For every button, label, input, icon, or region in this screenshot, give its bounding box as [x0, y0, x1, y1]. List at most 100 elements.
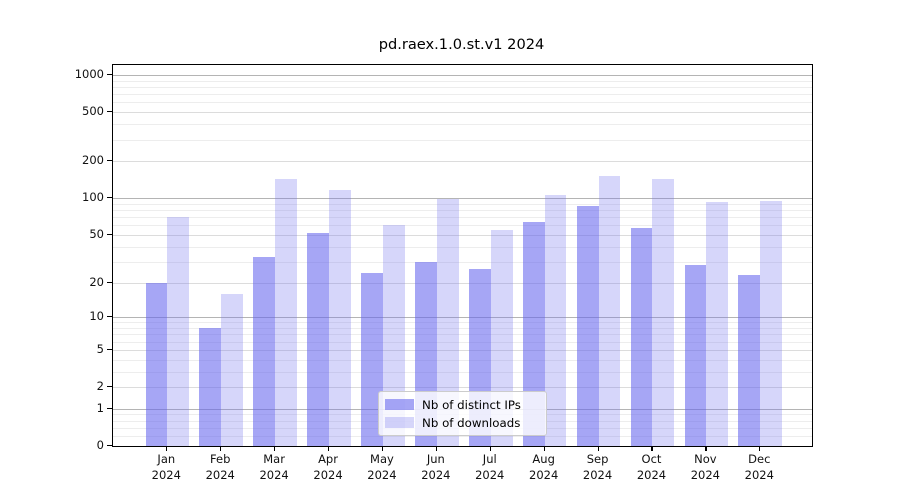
x-axis-tick-mark: [328, 446, 330, 451]
bar-distinct-ips-oct: [630, 227, 653, 446]
gridline-minor: [113, 334, 812, 336]
gridline-minor: [113, 210, 812, 212]
gridline-minor: [113, 261, 812, 263]
x-axis-month-label: Nov: [694, 452, 717, 466]
x-axis-year-label: 2024: [529, 468, 559, 482]
legend: Nb of distinct IPs Nb of downloads: [378, 391, 547, 436]
legend-label-distinct-ips: Nb of distinct IPs: [422, 397, 521, 412]
x-axis-tick-mark: [489, 446, 491, 451]
bar-downloads-sep: [598, 175, 621, 446]
bar-distinct-ips-dec: [738, 275, 761, 446]
y-axis-tick-label: 2: [96, 379, 104, 393]
gridline-minor: [113, 436, 812, 438]
y-axis-tick-mark: [107, 74, 112, 76]
x-axis-year-label: 2024: [690, 468, 721, 482]
x-axis-year-label: 2024: [582, 468, 613, 482]
y-axis-tick-mark: [107, 445, 112, 447]
bar-downloads-apr: [329, 190, 351, 446]
bar-distinct-ips-sep: [576, 205, 599, 446]
y-axis-tick-label: 20: [89, 274, 104, 289]
x-axis-year-label: 2024: [205, 468, 235, 482]
x-axis-month-label: Mar: [263, 452, 285, 466]
gridline-minor: [113, 124, 812, 126]
gridline-minor: [113, 371, 812, 373]
gridline-major-decade: [113, 75, 812, 76]
y-axis-tick-mark: [107, 316, 112, 318]
y-axis-tick-label: 500: [82, 104, 104, 119]
bar-downloads-mar: [275, 179, 297, 446]
legend-entry-distinct-ips: Nb of distinct IPs: [385, 397, 538, 412]
gridline-minor: [113, 341, 812, 343]
x-axis-year-label: 2024: [259, 468, 289, 482]
bar-downloads-jun: [436, 199, 459, 446]
x-axis-tick-mark: [166, 446, 168, 451]
gridline-minor: [113, 246, 812, 248]
gridline-major-decade: [113, 198, 812, 200]
y-axis-tick-label: 5: [96, 341, 104, 356]
bar-downloads-nov: [706, 202, 729, 446]
y-axis-tick-mark: [107, 160, 112, 162]
x-axis-tick-mark: [435, 446, 438, 451]
x-axis-tick-mark: [597, 446, 599, 451]
x-axis-year-label: 2024: [151, 468, 181, 482]
gridline-minor: [113, 203, 812, 205]
legend-entry-downloads: Nb of downloads: [385, 415, 538, 430]
legend-swatch-distinct-ips: [385, 399, 414, 410]
gridline-minor: [113, 359, 812, 361]
y-axis-tick-label: 50: [89, 226, 104, 241]
y-axis-tick-mark: [107, 407, 112, 409]
x-axis-month-label: Jun: [426, 452, 445, 466]
gridline-major: [113, 161, 812, 163]
x-axis-month-label: Oct: [641, 452, 662, 466]
x-axis-year-label: 2024: [636, 468, 667, 482]
y-axis-tick-mark: [107, 233, 112, 236]
bar-downloads-jan: [167, 217, 190, 446]
gridline-major: [113, 349, 812, 351]
gridline-major-decade: [113, 317, 812, 319]
x-axis-year-label: 2024: [367, 468, 397, 482]
y-axis-tick-label: 1: [96, 400, 104, 415]
y-axis-tick-mark: [107, 386, 112, 388]
plot-area: [112, 64, 813, 447]
x-axis-month-label: Apr: [318, 452, 338, 466]
bar-downloads-feb: [221, 293, 243, 446]
bar-distinct-ips-aug: [522, 221, 545, 446]
x-axis-year-label: 2024: [744, 468, 774, 482]
x-axis-tick-mark: [381, 446, 384, 451]
gridline-minor: [113, 80, 812, 82]
legend-label-downloads: Nb of downloads: [422, 415, 521, 430]
bar-distinct-ips-may: [361, 273, 383, 446]
y-axis-tick-label: 1000: [74, 67, 104, 81]
chart-title: pd.raex.1.0.st.v1 2024: [378, 36, 545, 53]
bar-downloads-aug: [544, 195, 567, 446]
x-axis-month-label: Aug: [532, 452, 555, 466]
bar-downloads-may: [382, 225, 405, 446]
x-axis-month-label: Jul: [482, 452, 497, 466]
gridline-major: [113, 234, 812, 236]
x-axis-tick-mark: [274, 446, 276, 451]
bar-distinct-ips-jan: [145, 282, 168, 446]
bar-distinct-ips-feb: [199, 328, 222, 446]
gridline-minor: [113, 328, 812, 329]
gridline-major: [113, 112, 812, 114]
gridline-major: [113, 387, 812, 388]
y-axis-tick-label: 10: [89, 309, 104, 324]
x-axis-year-label: 2024: [475, 468, 505, 482]
x-axis-tick-mark: [759, 446, 761, 451]
gridline-minor: [113, 86, 812, 88]
y-axis-tick-mark: [107, 197, 112, 199]
x-axis-month-label: Sep: [586, 452, 609, 466]
y-axis-tick-mark: [107, 111, 112, 113]
y-axis-tick-label: 200: [82, 153, 104, 168]
x-axis-tick-mark: [220, 446, 222, 451]
gridline-minor: [113, 94, 812, 96]
y-axis-tick-mark: [107, 281, 112, 283]
bar-distinct-ips-mar: [253, 256, 276, 446]
gridline-minor: [113, 322, 812, 324]
x-axis-month-label: Jan: [157, 452, 176, 466]
x-axis-tick-mark: [705, 446, 707, 451]
bar-distinct-ips-nov: [684, 265, 707, 446]
legend-swatch-downloads: [385, 417, 414, 428]
x-axis-month-label: Dec: [748, 452, 771, 466]
